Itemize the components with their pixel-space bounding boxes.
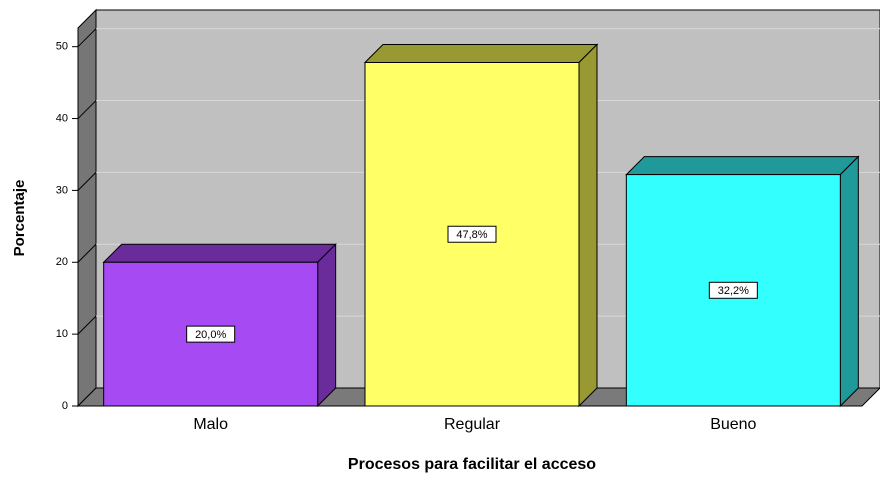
y-tick-label: 40: [56, 112, 68, 124]
bar-side: [317, 243, 337, 408]
x-tick-label: Malo: [193, 416, 228, 433]
grid-line: [77, 243, 97, 263]
y-tick-label: 20: [56, 256, 68, 268]
grid-line: [77, 315, 97, 335]
value-label: 47,8%: [456, 229, 487, 241]
x-tick-label: Regular: [444, 416, 501, 433]
value-label-box: [447, 225, 497, 243]
bar-side: [578, 43, 598, 408]
y-tick-label: 0: [62, 400, 68, 412]
left-wall: [77, 8, 97, 408]
grid-line: [77, 100, 97, 119]
value-label: 32,2%: [718, 285, 749, 297]
grid-line: [77, 28, 97, 48]
value-label-box: [708, 281, 758, 299]
x-axis-title: Procesos para facilitar el acceso: [348, 456, 596, 473]
bar-side: [839, 155, 859, 408]
bar-top: [625, 156, 860, 176]
bar-top: [363, 43, 599, 63]
x-tick-label: Bueno: [710, 416, 756, 433]
grid-line: [77, 172, 97, 191]
value-label-box: [186, 325, 236, 343]
y-axis-title: Porcentaje: [11, 180, 28, 257]
y-tick-label: 10: [56, 328, 68, 340]
y-tick-label: 50: [56, 41, 68, 53]
y-tick-label: 30: [56, 184, 68, 196]
bar-top: [102, 243, 337, 263]
value-label: 20,0%: [195, 329, 226, 341]
